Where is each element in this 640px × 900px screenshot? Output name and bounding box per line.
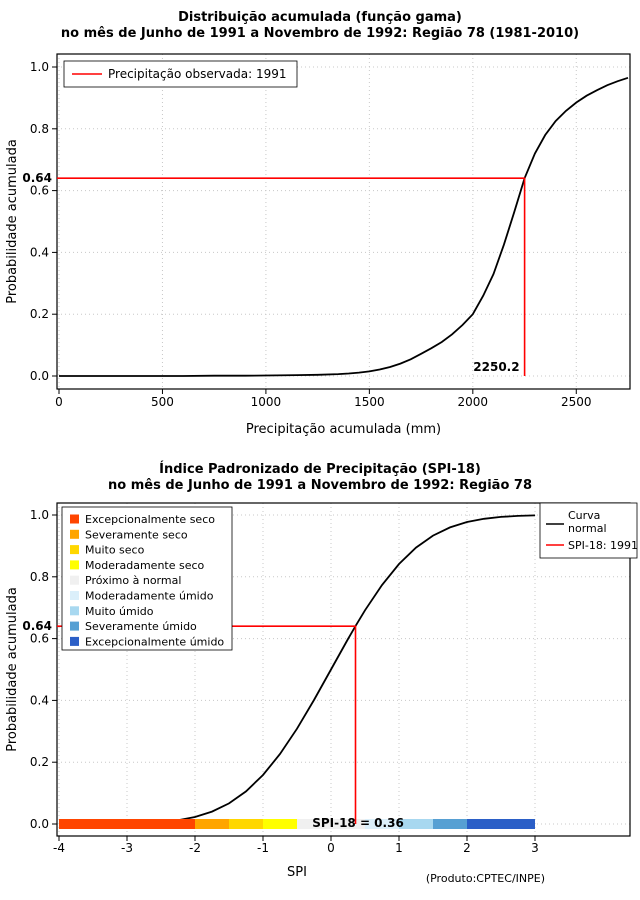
legend-color-swatch xyxy=(70,545,79,555)
legend-box xyxy=(63,60,298,88)
legend-color-swatch xyxy=(70,636,79,646)
gamma-chart-titles: Distribuição acumulada (função gama) no … xyxy=(0,0,640,42)
x-tick-label: -1 xyxy=(257,841,269,855)
gamma-chart-subtitle: no mês de Junho de 1991 a Novembro de 19… xyxy=(60,26,580,41)
y-tick-label: 0.8 xyxy=(30,122,49,136)
observed-value-lines xyxy=(57,625,357,824)
legend-color-swatch xyxy=(70,606,79,616)
probability-annotation-label: 0.64 xyxy=(22,619,52,633)
y-tick-label: 0.0 xyxy=(30,369,49,383)
legend-category-label: Severamente seco xyxy=(85,528,188,541)
legend-category-label: Moderadamente seco xyxy=(85,559,205,572)
legend-category-label: Excepcionalmente seco xyxy=(85,513,215,526)
spi-category-bar-segment xyxy=(467,819,535,829)
y-tick-label: 0.6 xyxy=(30,184,49,198)
x-tick-label: 1500 xyxy=(354,395,385,409)
x-tick-label: 2 xyxy=(463,841,471,855)
spi-category-bar-segment xyxy=(59,819,195,829)
y-tick-label: 1.0 xyxy=(30,508,49,522)
y-tick-label: 0.8 xyxy=(30,570,49,584)
curve-legend-box xyxy=(539,502,638,559)
observed-precipitation-label: 2250.2 xyxy=(473,360,519,374)
spi-category-bar-segment xyxy=(195,819,229,829)
spi-category-bar-segment xyxy=(399,819,433,829)
x-tick-label: 0 xyxy=(327,841,335,855)
legend-category-label: Excepcionalmente úmido xyxy=(85,635,224,648)
legend-color-swatch xyxy=(70,591,79,600)
spi-category-legend-box xyxy=(61,506,233,651)
y-axis-title: Probabilidade acumulada xyxy=(5,587,20,752)
y-tick-label: 0.4 xyxy=(30,245,49,259)
gamma-cdf-plot: 0.64 2250.2 0 500 1000 1500 2000 2500 0.0 0.2 0.4 0… xyxy=(5,53,631,437)
x-tick-label: 2500 xyxy=(561,395,592,409)
legend-category-label: Muito úmido xyxy=(85,605,154,618)
legend-color-swatch xyxy=(70,529,79,539)
plot-frame xyxy=(56,53,631,390)
spi-chart-subtitle: no mês de Junho de 1991 a Novembro de 19… xyxy=(108,478,532,493)
spi-category-bar-segment xyxy=(433,819,467,829)
legend-item-label: SPI-18: 1991 xyxy=(568,539,638,552)
y-tick-label: 1.0 xyxy=(30,60,49,74)
x-tick-label: -3 xyxy=(121,841,133,855)
x-axis-title: Precipitação acumulada (mm) xyxy=(246,422,441,437)
cdf-curve xyxy=(59,76,629,377)
legend-color-swatch xyxy=(70,560,79,570)
spi-cdf-figure: Índice Padronizado de Precipitação (SPI-… xyxy=(0,455,640,900)
spi-chart-title: Índice Padronizado de Precipitação (SPI-… xyxy=(159,462,481,477)
spi-category-bar-segment xyxy=(263,819,297,829)
spi-value-label: SPI-18 = 0.36 xyxy=(312,816,404,830)
spi-cdf-plot: 0.64 SPI-18 = 0.36 -4 -3 -2 -1 0 1 2 3 0.0 0.2 0.4 0.… xyxy=(5,502,638,885)
spi-category-bar-segment xyxy=(297,819,365,829)
legend-color-swatch xyxy=(70,621,79,631)
x-tick-label: 3 xyxy=(531,841,539,855)
x-tick-label: -4 xyxy=(53,841,65,855)
x-tick-label: 1000 xyxy=(251,395,282,409)
plot-frame xyxy=(56,502,631,837)
legend-category-label: Moderadamente úmido xyxy=(85,590,214,603)
spi-category-bar-segment xyxy=(365,819,399,829)
legend-category-label: Muito seco xyxy=(85,544,145,557)
spi-category-bar-segment xyxy=(229,819,263,829)
x-tick-label: 1 xyxy=(395,841,403,855)
legend-color-swatch xyxy=(70,514,79,524)
y-tick-label: 0.2 xyxy=(30,307,49,321)
legend-item-label: normal xyxy=(568,522,607,535)
x-tick-label: 500 xyxy=(151,395,174,409)
spi-chart-titles: Índice Padronizado de Precipitação (SPI-… xyxy=(0,455,640,494)
y-tick-label: 0.0 xyxy=(30,817,49,831)
legend-item-label: Precipitação observada: 1991 xyxy=(108,67,286,81)
y-tick-label: 0.2 xyxy=(30,755,49,769)
legend-item-label: Curva xyxy=(568,509,600,522)
x-tick-label: 2000 xyxy=(458,395,489,409)
x-tick-label: -2 xyxy=(189,841,201,855)
legend-category-label: Próximo à normal xyxy=(85,574,181,587)
gamma-chart-title: Distribuição acumulada (função gama) xyxy=(178,10,462,25)
y-axis-title: Probabilidade acumulada xyxy=(5,139,20,304)
gamma-cdf-figure: Distribuição acumulada (função gama) no … xyxy=(0,0,640,437)
x-axis-title: SPI xyxy=(287,865,307,880)
y-tick-label: 0.4 xyxy=(30,693,49,707)
probability-annotation-label: 0.64 xyxy=(22,171,52,185)
y-tick-label: 0.6 xyxy=(30,632,49,646)
observed-value-lines xyxy=(57,177,526,376)
x-tick-label: 0 xyxy=(55,395,63,409)
product-credit-label: (Produto:CPTEC/INPE) xyxy=(426,872,545,885)
legend-color-swatch xyxy=(70,575,79,585)
legend-category-label: Severamente úmido xyxy=(85,620,197,633)
